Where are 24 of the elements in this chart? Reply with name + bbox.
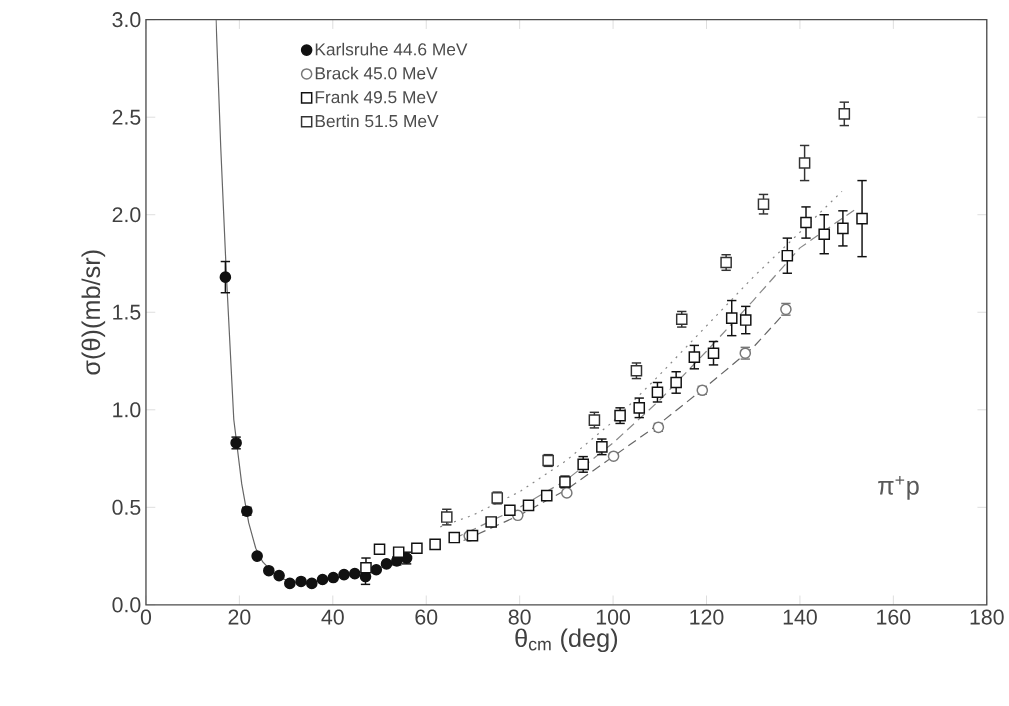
y-tick-label: 2.5	[112, 109, 141, 125]
x-tick-label: 0	[140, 609, 152, 625]
y-tick-label: 0.0	[112, 597, 141, 613]
y-axis-title: σ(θ)(mb/sr)	[81, 250, 106, 375]
y-tick-label: 3.0	[112, 12, 141, 28]
x-tick-label: 20	[228, 609, 251, 625]
legend-label: Bertin 51.5 MeV	[315, 114, 439, 128]
legend-label: Brack 45.0 MeV	[315, 66, 438, 80]
legend-label: Karlsruhe 44.6 MeV	[315, 42, 468, 56]
y-tick-label: 0.5	[112, 499, 141, 515]
y-tick-label: 1.0	[113, 402, 141, 418]
legend-label: Frank 49.5 MeV	[315, 90, 438, 104]
x-tick-label: 80	[508, 609, 531, 625]
x-tick-label: 140	[783, 609, 817, 625]
y-tick-label: 2.0	[112, 207, 141, 223]
x-tick-label: 60	[415, 609, 438, 625]
x-axis-title: θ$_{cm}$ (deg)	[515, 628, 618, 653]
x-tick-label: 120	[690, 609, 724, 625]
x-tick-label: 40	[321, 609, 344, 625]
x-tick-label: 180	[970, 609, 1004, 625]
annotation: π$^{+}$p	[878, 475, 919, 500]
x-tick-label: 160	[877, 609, 911, 625]
y-tick-label: 1.5	[113, 304, 141, 320]
x-tick-label: 100	[596, 609, 631, 625]
